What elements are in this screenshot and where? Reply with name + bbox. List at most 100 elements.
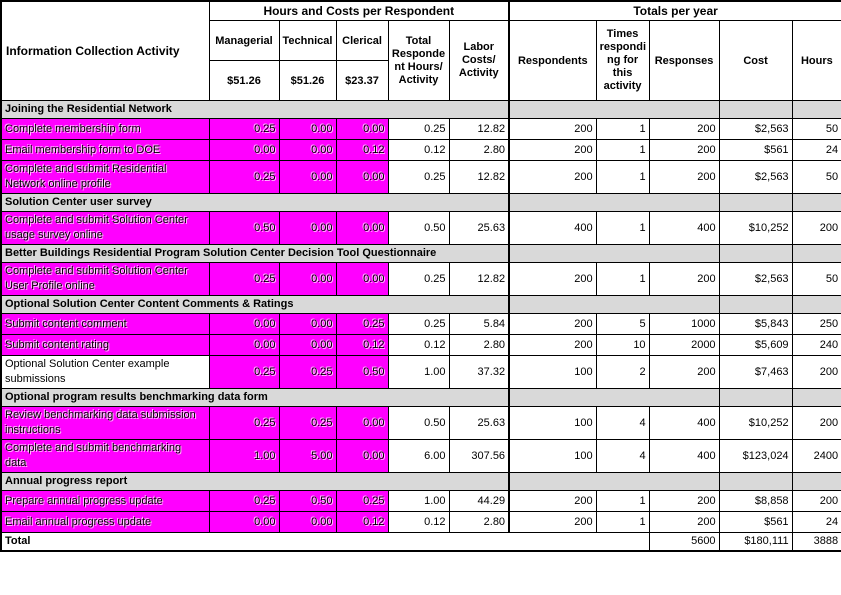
section-spacer-cell xyxy=(791,193,841,212)
section-spacer-cell xyxy=(718,193,793,212)
cell-total-respondent-hours: 0.50 xyxy=(387,211,450,245)
cell-total-cost: $180,111 xyxy=(718,532,793,552)
cell-labor-cost: 12.82 xyxy=(448,160,510,194)
cell-respondents: 100 xyxy=(508,406,597,440)
section-title: Annual progress report xyxy=(0,472,510,491)
cell-hours: 50 xyxy=(791,118,841,140)
cell-respondents: 100 xyxy=(508,439,597,473)
header-group-row: Information Collection Activity Hours an… xyxy=(0,0,841,101)
cell-responses: 200 xyxy=(648,511,720,533)
cell-times-responding: 1 xyxy=(595,511,650,533)
cell-cost: $8,858 xyxy=(718,490,793,512)
section-spacer-cell xyxy=(791,295,841,314)
cell-managerial: 0.25 xyxy=(208,262,280,296)
section-spacer-cell xyxy=(718,244,793,263)
cell-cost: $123,024 xyxy=(718,439,793,473)
section-spacer-cell xyxy=(718,100,793,119)
section-header-row: Optional Solution Center Content Comment… xyxy=(0,295,841,314)
cell-times-responding: 1 xyxy=(595,262,650,296)
cell-times-responding: 1 xyxy=(595,118,650,140)
cell-activity: Complete membership form xyxy=(0,118,210,140)
cell-total-respondent-hours: 0.12 xyxy=(387,334,450,356)
cell-technical: 0.00 xyxy=(278,334,337,356)
rate-technical: $51.26 xyxy=(278,60,337,101)
cell-hours: 200 xyxy=(791,490,841,512)
cell-times-responding: 2 xyxy=(595,355,650,389)
section-spacer-cell xyxy=(791,244,841,263)
col-header-responses: Responses xyxy=(648,20,720,101)
section-header-row: Solution Center user survey xyxy=(0,193,841,212)
cell-responses: 400 xyxy=(648,406,720,440)
cell-technical: 5.00 xyxy=(278,439,337,473)
cell-total-respondent-hours: 0.50 xyxy=(387,406,450,440)
cell-clerical: 0.00 xyxy=(335,211,389,245)
cell-total-respondent-hours: 0.25 xyxy=(387,118,450,140)
col-header-managerial: Managerial xyxy=(208,20,280,61)
cell-technical: 0.00 xyxy=(278,160,337,194)
cell-technical: 0.00 xyxy=(278,511,337,533)
cell-technical: 0.00 xyxy=(278,211,337,245)
section-spacer-cell xyxy=(791,388,841,407)
cell-hours: 24 xyxy=(791,511,841,533)
cell-times-responding: 5 xyxy=(595,313,650,335)
cell-hours: 24 xyxy=(791,139,841,161)
cell-respondents: 200 xyxy=(508,262,597,296)
cell-hours: 200 xyxy=(791,406,841,440)
table-row: Complete and submit Residential Network … xyxy=(0,160,841,194)
burden-table: Information Collection Activity Hours an… xyxy=(0,0,841,552)
cell-responses: 200 xyxy=(648,262,720,296)
total-row: Total 5600 $180,111 3888 xyxy=(0,532,841,552)
table-body: Joining the Residential Network Complete … xyxy=(0,100,841,552)
col-header-total-hours: Total Responde nt Hours/ Activity xyxy=(387,20,450,101)
section-header-row: Annual progress report xyxy=(0,472,841,491)
cell-total-responses: 5600 xyxy=(648,532,720,552)
section-header-row: Joining the Residential Network xyxy=(0,100,841,119)
cell-managerial: 0.00 xyxy=(208,139,280,161)
cell-total-respondent-hours: 6.00 xyxy=(387,439,450,473)
table-row: Review benchmarking data submission inst… xyxy=(0,406,841,440)
cell-hours: 200 xyxy=(791,211,841,245)
cell-technical: 0.00 xyxy=(278,118,337,140)
col-header-activity: Information Collection Activity xyxy=(0,0,210,101)
cell-total-respondent-hours: 0.12 xyxy=(387,511,450,533)
cell-total-respondent-hours: 0.25 xyxy=(387,262,450,296)
cell-managerial: 1.00 xyxy=(208,439,280,473)
cell-cost: $561 xyxy=(718,139,793,161)
section-spacer-cell xyxy=(508,244,720,263)
cell-respondents: 200 xyxy=(508,160,597,194)
cell-hours: 240 xyxy=(791,334,841,356)
cell-responses: 1000 xyxy=(648,313,720,335)
cell-activity: Optional Solution Center example submiss… xyxy=(0,355,210,389)
section-spacer-cell xyxy=(718,388,793,407)
cell-technical: 0.00 xyxy=(278,139,337,161)
cell-labor-cost: 5.84 xyxy=(448,313,510,335)
cell-times-responding: 4 xyxy=(595,439,650,473)
cell-labor-cost: 12.82 xyxy=(448,118,510,140)
cell-total-respondent-hours: 0.12 xyxy=(387,139,450,161)
cell-respondents: 400 xyxy=(508,211,597,245)
section-title: Optional Solution Center Content Comment… xyxy=(0,295,510,314)
cell-responses: 200 xyxy=(648,160,720,194)
cell-times-responding: 1 xyxy=(595,211,650,245)
table-row: Complete membership form 0.25 0.00 0.00 0.25… xyxy=(0,118,841,140)
cell-hours: 2400 xyxy=(791,439,841,473)
cell-respondents: 200 xyxy=(508,334,597,356)
col-header-labor-costs: Labor Costs/ Activity xyxy=(448,20,510,101)
cell-labor-cost: 37.32 xyxy=(448,355,510,389)
cell-responses: 200 xyxy=(648,355,720,389)
table-row: Optional Solution Center example submiss… xyxy=(0,355,841,389)
cell-respondents: 200 xyxy=(508,118,597,140)
cell-times-responding: 1 xyxy=(595,490,650,512)
cell-times-responding: 10 xyxy=(595,334,650,356)
cell-cost: $2,563 xyxy=(718,118,793,140)
cell-activity: Prepare annual progress update xyxy=(0,490,210,512)
col-header-respondents: Respondents xyxy=(508,20,597,101)
table-row: Submit content rating 0.00 0.00 0.12 0.12 2.8… xyxy=(0,334,841,356)
cell-clerical: 0.00 xyxy=(335,439,389,473)
cell-respondents: 200 xyxy=(508,139,597,161)
cell-clerical: 0.00 xyxy=(335,262,389,296)
cell-cost: $5,843 xyxy=(718,313,793,335)
cell-total-respondent-hours: 0.25 xyxy=(387,160,450,194)
col-header-technical: Technical xyxy=(278,20,337,61)
section-spacer-cell xyxy=(718,295,793,314)
